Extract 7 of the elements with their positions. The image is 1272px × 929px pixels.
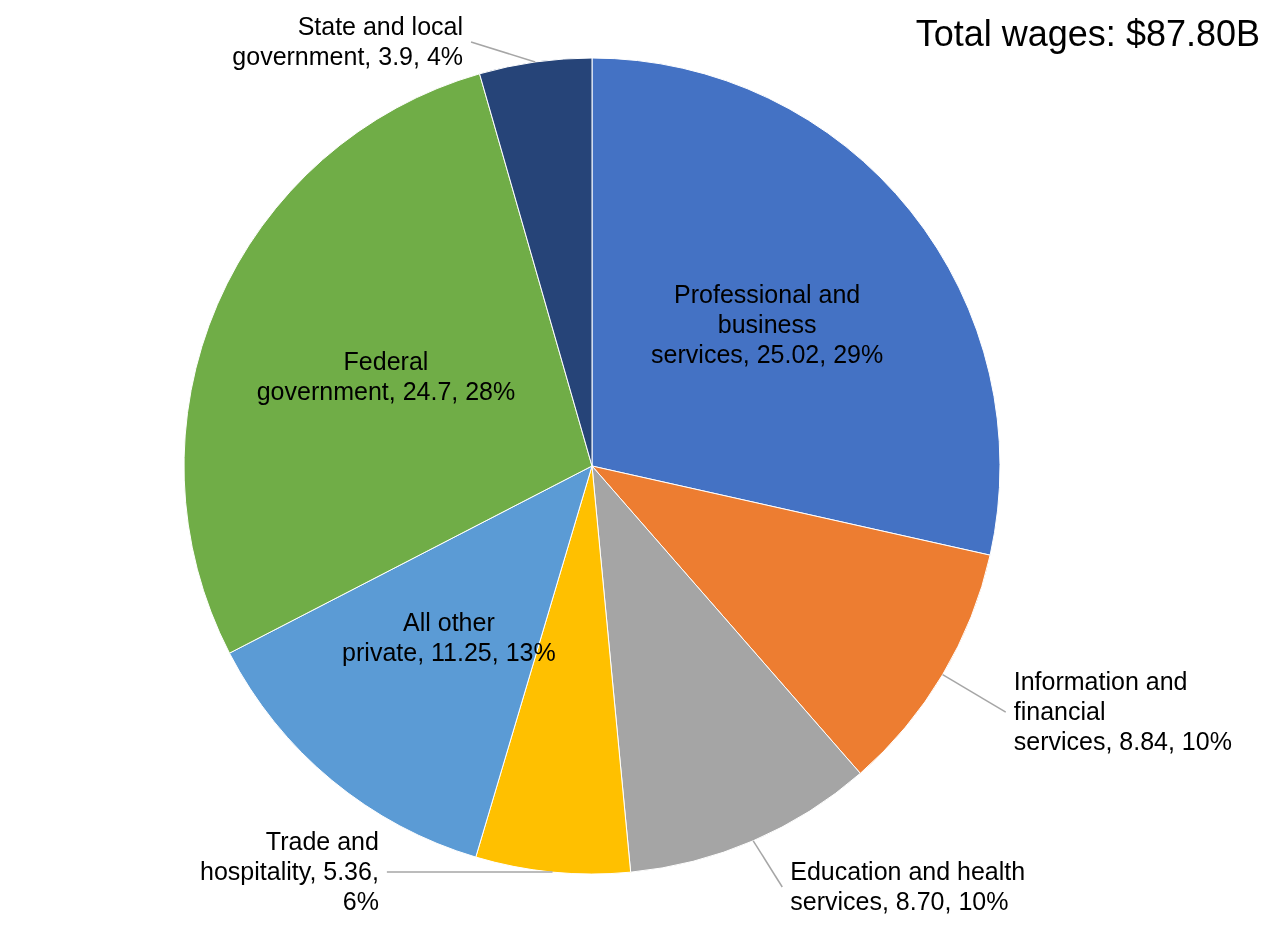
slice-label: State and local government, 3.9, 4%	[232, 11, 464, 70]
slice-label: Trade and hospitality, 5.36, 6%	[200, 826, 379, 915]
slice-label: Education and health services, 8.70, 10%	[790, 856, 1026, 915]
slice-label: Professional and business services, 25.02, 29%	[651, 280, 884, 369]
chart-title: Total wages: $87.80B	[915, 13, 1260, 54]
slice-label: Information and financial services, 8.84, 10%	[1013, 666, 1232, 755]
slice-label: Federal government, 24.7, 28%	[256, 346, 516, 405]
